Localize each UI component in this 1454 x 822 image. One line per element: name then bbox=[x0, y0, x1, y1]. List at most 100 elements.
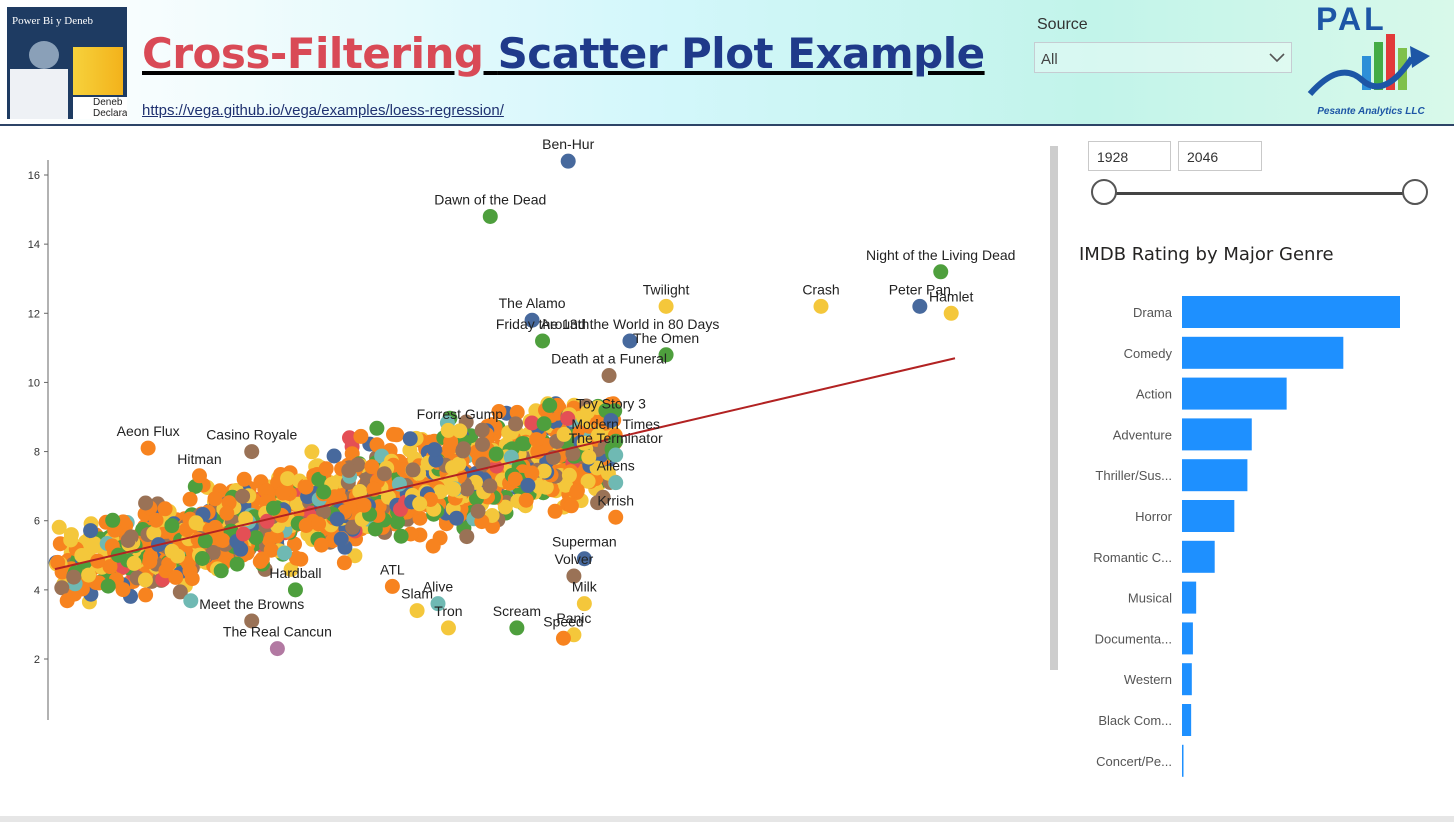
labeled-scatter-point bbox=[601, 368, 617, 384]
scatter-point bbox=[565, 446, 581, 462]
labeled-scatter-point bbox=[430, 596, 446, 612]
scatter-point bbox=[516, 436, 532, 452]
scatter-point bbox=[105, 512, 121, 528]
scatter-point bbox=[353, 428, 369, 444]
scatter-point bbox=[207, 491, 223, 507]
point-label: Night of the Living Dead bbox=[866, 247, 1015, 263]
point-label: Aliens bbox=[597, 458, 635, 474]
labeled-scatter-point bbox=[440, 620, 456, 636]
scatter-point bbox=[590, 427, 606, 443]
y-tick-label: 14 bbox=[28, 239, 40, 251]
scatter-point bbox=[188, 515, 204, 531]
regression-line bbox=[54, 357, 956, 571]
labeled-scatter-point bbox=[912, 298, 928, 314]
source-link[interactable]: https://vega.github.io/vega/examples/loe… bbox=[142, 102, 504, 119]
point-label: Superman bbox=[552, 534, 617, 550]
page-title: Cross-Filtering Scatter Plot Example bbox=[142, 28, 985, 80]
labeled-scatter-point bbox=[287, 582, 303, 598]
scatter-point bbox=[194, 551, 210, 566]
labeled-scatter-point bbox=[140, 440, 156, 456]
year-min-input[interactable]: 1928 bbox=[1088, 141, 1171, 171]
scatter-point bbox=[405, 462, 421, 478]
year-slider-min-handle[interactable] bbox=[1091, 179, 1117, 205]
scatter-point bbox=[318, 461, 334, 477]
year-max-input[interactable]: 2046 bbox=[1178, 141, 1262, 171]
scatter-cloud bbox=[48, 396, 623, 610]
point-label: Ben-Hur bbox=[542, 136, 594, 152]
source-filter-dropdown[interactable]: All bbox=[1034, 42, 1292, 73]
point-label: Speed bbox=[543, 613, 583, 629]
scatter-point bbox=[412, 496, 428, 512]
scatter-point bbox=[561, 467, 577, 483]
scatter-point bbox=[547, 503, 563, 519]
scatter-point bbox=[518, 492, 534, 508]
point-label: Twilight bbox=[643, 281, 690, 297]
scatter-point bbox=[59, 593, 75, 609]
point-label: Peter Pan bbox=[889, 281, 951, 297]
bottom-scrollbar bbox=[0, 816, 1454, 822]
scatter-point bbox=[580, 404, 596, 420]
scatter-point bbox=[449, 510, 464, 526]
point-label: Modern Times bbox=[571, 416, 660, 432]
scatter-point bbox=[426, 442, 442, 458]
point-label: Volver bbox=[554, 551, 593, 567]
point-label: The Alamo bbox=[499, 295, 566, 311]
bar-category-label: Action bbox=[1136, 387, 1172, 402]
scatter-point bbox=[311, 516, 327, 532]
scatter-point bbox=[83, 523, 99, 539]
source-filter-value: All bbox=[1041, 51, 1058, 68]
scatter-point bbox=[311, 471, 327, 487]
genre-bar bbox=[1182, 704, 1192, 736]
genre-bar bbox=[1182, 622, 1193, 655]
point-label: Toy Story 3 bbox=[576, 395, 646, 411]
bar-category-label: Horror bbox=[1135, 509, 1173, 524]
scatter-point bbox=[470, 503, 486, 519]
year-slider-track[interactable] bbox=[1104, 192, 1416, 195]
scatter-point bbox=[376, 466, 392, 482]
scatter-plot[interactable]: 16 14 12 10 8 6 4 2 Ben-Hur Dawn of the Dead Peter… bbox=[0, 128, 1048, 728]
scatter-point bbox=[280, 471, 296, 487]
scatter-point bbox=[356, 497, 372, 513]
labeled-scatter-point bbox=[482, 208, 498, 224]
point-label: Aeon Flux bbox=[117, 423, 180, 439]
scatter-point bbox=[275, 485, 291, 501]
scatter-point bbox=[259, 483, 275, 499]
point-label: The Terminator bbox=[569, 430, 663, 446]
bar-category-label: Drama bbox=[1133, 305, 1173, 320]
genre-bar bbox=[1182, 377, 1287, 410]
scatter-point bbox=[352, 484, 368, 499]
scatter-point bbox=[542, 397, 558, 413]
scatter-point bbox=[440, 422, 456, 438]
y-tick-label: 6 bbox=[34, 516, 40, 528]
chevron-down-icon bbox=[1269, 53, 1285, 63]
labeled-scatter-point bbox=[509, 620, 525, 636]
scatter-point bbox=[482, 478, 498, 494]
scatter-point bbox=[459, 529, 475, 545]
scatter-point bbox=[443, 434, 459, 450]
scatter-point bbox=[287, 536, 302, 552]
labeled-scatter-point bbox=[658, 298, 674, 314]
scatter-point bbox=[333, 531, 349, 547]
y-tick-label: 8 bbox=[34, 447, 40, 459]
scatter-point bbox=[508, 416, 524, 432]
labeled-scatter-point bbox=[622, 333, 638, 349]
genre-bar-chart[interactable]: Drama Comedy Action Adventure Thriller/Sus..… bbox=[1060, 280, 1440, 780]
scatter-point bbox=[74, 548, 90, 563]
scatter-point bbox=[120, 533, 136, 548]
scatter-point bbox=[289, 496, 305, 512]
page-title-part2: Scatter Plot Example bbox=[497, 29, 986, 78]
scatter-point bbox=[138, 587, 154, 603]
avatar bbox=[29, 41, 59, 69]
scatter-point bbox=[115, 582, 131, 598]
scatter-point bbox=[266, 500, 281, 516]
thumbnail-title: Power Bi y Deneb bbox=[12, 15, 93, 27]
scatter-point bbox=[229, 556, 245, 572]
panel-divider bbox=[1050, 146, 1058, 670]
point-label: Crash bbox=[802, 281, 839, 297]
bar-category-label: Thriller/Sus... bbox=[1095, 468, 1172, 483]
point-label: ATL bbox=[380, 561, 405, 577]
source-filter-label: Source bbox=[1037, 16, 1088, 33]
scatter-point bbox=[213, 563, 229, 579]
year-slider-max-handle[interactable] bbox=[1402, 179, 1428, 205]
scatter-point bbox=[277, 545, 292, 561]
